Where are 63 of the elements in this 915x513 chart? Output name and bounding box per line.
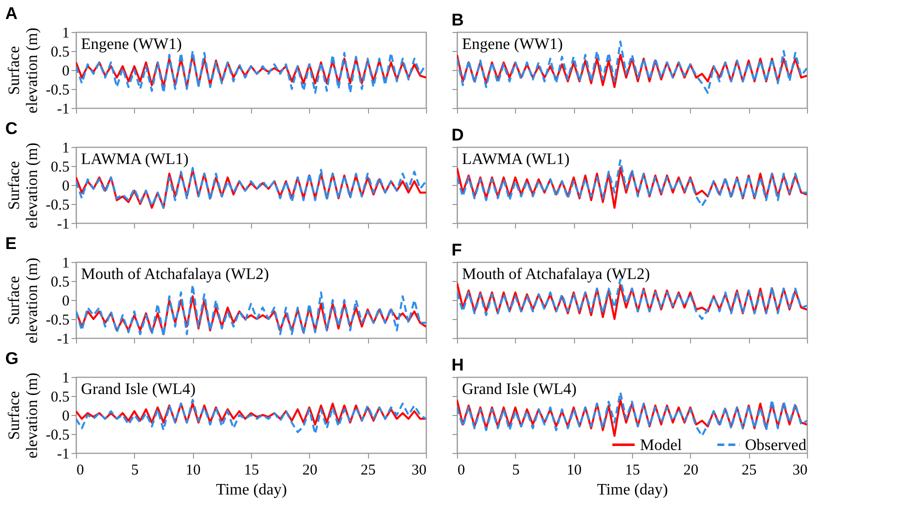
x-tick-label: 0 (458, 462, 465, 478)
y-tick-label: -0.5 (46, 312, 70, 328)
chart-title: H (452, 356, 464, 374)
x-tick-label: 0 (76, 462, 84, 478)
annotation: Mouth of Atchafalaya (WL2) (81, 266, 269, 283)
chart-title: A (5, 4, 18, 23)
x-tick-label: 15 (244, 462, 259, 478)
y-axis-title: Surface elevation (m) (6, 142, 41, 228)
line-series (76, 295, 426, 336)
annotation: Engene (WW1) (81, 36, 182, 53)
x-tick-label: 25 (742, 462, 757, 478)
annotation: LAWMA (WL1) (462, 151, 570, 168)
y-tick-label: -0.5 (46, 82, 70, 98)
annotation: Grand Isle (WL4) (462, 381, 577, 398)
annotation: LAWMA (WL1) (81, 151, 189, 168)
legend-label: Model (640, 436, 682, 454)
line-series (76, 402, 426, 426)
x-axis-title: Time (day) (216, 482, 287, 498)
y-tick-label: -1 (57, 332, 70, 348)
x-tick-label: 30 (792, 462, 808, 478)
chart-title: D (452, 126, 464, 144)
y-tick-label: 0 (62, 64, 70, 80)
chart-title: E (5, 234, 17, 253)
y-tick-label: -1 (57, 102, 70, 118)
chart-title: F (452, 240, 462, 260)
y-tick-label: -0.5 (46, 428, 70, 444)
x-tick-label: 10 (566, 462, 582, 478)
y-tick-label: -1 (57, 446, 70, 462)
x-tick-label: 5 (512, 462, 520, 478)
y-axis-title: Surface elevation (m) (6, 258, 41, 344)
x-tick-label: 30 (412, 462, 426, 478)
y-tick-label: 1 (62, 140, 70, 156)
y-tick-label: 0.5 (50, 44, 70, 60)
line-series (76, 54, 426, 88)
y-tick-label: 0.5 (50, 390, 70, 406)
chart-title: B (452, 10, 464, 30)
x-axis-title: Time (day) (597, 482, 668, 498)
y-tick-label: 0.5 (50, 160, 70, 176)
y-axis-title: Surface elevation (m) (6, 372, 41, 458)
chart-title: G (5, 349, 18, 368)
y-tick-label: 0 (62, 178, 70, 194)
line-series (76, 284, 426, 338)
y-axis-title: Surface elevation (m) (6, 28, 41, 114)
x-tick-label: 25 (360, 462, 376, 478)
x-tick-label: 15 (625, 462, 640, 478)
annotation: Engene (WW1) (462, 36, 563, 53)
y-tick-label: -0.5 (46, 198, 70, 214)
y-tick-label: 1 (62, 370, 70, 386)
x-tick-label: 5 (131, 462, 139, 478)
y-tick-label: 1 (62, 26, 70, 42)
y-tick-label: 0.5 (50, 274, 70, 290)
x-tick-label: 20 (683, 462, 698, 478)
chart-title: C (5, 119, 18, 138)
annotation: Grand Isle (WL4) (81, 381, 196, 398)
y-tick-label: 0 (62, 294, 70, 310)
y-tick-label: 0 (62, 408, 70, 424)
x-tick-label: 10 (186, 462, 201, 478)
x-tick-label: 20 (302, 462, 318, 478)
legend-label: Observed (745, 436, 806, 454)
y-tick-label: 1 (62, 256, 70, 272)
annotation: Mouth of Atchafalaya (WL2) (462, 266, 650, 283)
line-series (76, 398, 426, 435)
y-tick-label: -1 (57, 216, 70, 232)
